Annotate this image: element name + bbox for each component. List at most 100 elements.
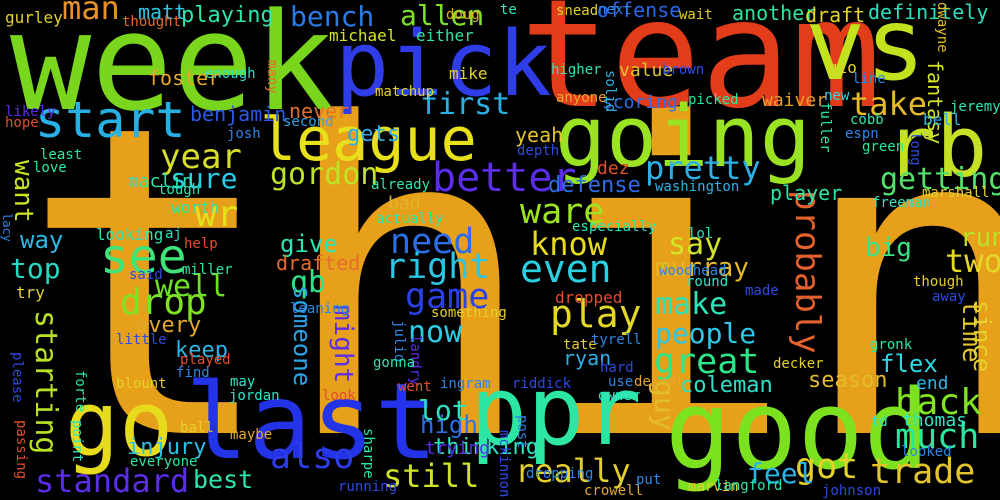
word-hard: hard [600, 360, 634, 376]
word-hope: hope [5, 115, 39, 131]
word-thinking: thinking [433, 435, 539, 460]
word-playing: playing [181, 3, 274, 28]
word-start: start [35, 91, 186, 149]
word-something: something [431, 305, 507, 321]
word-another: another [732, 1, 817, 25]
word-pretty: pretty [645, 149, 761, 187]
word-gurley: gurley [5, 8, 63, 27]
word-depth: depth [517, 143, 560, 159]
word-many: many [264, 60, 280, 94]
word-matt: matt [138, 0, 187, 24]
word-know: know [530, 225, 608, 263]
word-week: week [10, 0, 336, 141]
word-yeah: yeah [515, 123, 564, 147]
word-game: game [405, 277, 490, 317]
word-fantasy: fantasy [923, 60, 947, 145]
word-espn: espn [845, 126, 879, 142]
word-long: long [907, 132, 923, 166]
word-defense: defense [548, 173, 641, 198]
word-make: make [655, 287, 728, 322]
word-post: post [514, 415, 530, 449]
word-love: love [33, 160, 67, 176]
word-point: point [69, 420, 85, 463]
word-run: run [960, 223, 1000, 253]
word-picked: picked [688, 92, 739, 108]
word-went: went [398, 379, 432, 395]
word-murray: murray [655, 253, 749, 283]
word-snead: snead [556, 3, 599, 19]
word-dwayne: dwayne [934, 2, 950, 53]
word-trade: trade [870, 452, 976, 492]
word-little: little [116, 332, 167, 348]
word-play: play [550, 292, 642, 336]
word-everyone: everyone [130, 454, 198, 470]
word-bad: bad [388, 193, 421, 214]
word-now: now [408, 315, 463, 350]
word-jeremy: jeremy [950, 99, 1000, 115]
word-sharpe: sharpe [360, 428, 376, 479]
word-washington: washington [655, 179, 740, 195]
word-decent: decent [634, 374, 685, 390]
word-cobb: cobb [850, 112, 884, 128]
word-gordon: gordon [270, 157, 379, 192]
word-right: right [385, 247, 491, 287]
word-gio: gio [828, 58, 857, 77]
word-best: best [193, 465, 254, 494]
word-though: though [913, 274, 964, 290]
word-jordan: jordan [229, 388, 280, 404]
word-mckinnon: mckinnon [496, 430, 512, 498]
word-starting: starting [28, 310, 63, 455]
word-scoring: scoring [602, 92, 678, 113]
word-away: away [932, 289, 966, 305]
word-getting: getting [880, 162, 1000, 197]
word-line: line [852, 71, 886, 87]
word-dez: dez [597, 158, 630, 179]
word-green: green [862, 139, 905, 155]
word-dropped: dropped [555, 288, 623, 307]
word-td: td [871, 414, 888, 430]
word-rb: rb [885, 98, 988, 197]
word-tyrell: tyrell [591, 332, 642, 348]
word-anyone: anyone [556, 90, 607, 106]
word-leaning: leaning [290, 301, 350, 317]
word-try: try [16, 283, 45, 302]
word-waiver: waiver [762, 90, 828, 111]
word-woodhead: woodhead [659, 263, 727, 279]
word-last: last [185, 361, 438, 483]
word-much: much [895, 417, 980, 457]
word-langford: langford [715, 478, 783, 494]
word-draft: draft [805, 3, 866, 27]
word-big: big [865, 233, 912, 263]
word-played: played [180, 352, 231, 368]
word-foster: foster [148, 66, 221, 90]
word-pick: pick [335, 12, 552, 117]
word-allen: allen [400, 0, 485, 32]
word-definitely: definitely [868, 0, 989, 24]
word-probably: probably [787, 190, 827, 354]
word-actually: actually [376, 211, 444, 227]
word-people: people [655, 317, 757, 350]
word-least: least [40, 147, 83, 163]
word-michael: michael [329, 26, 397, 45]
word-enough: enough [205, 66, 256, 82]
word-two: two [945, 242, 1000, 280]
word-injury: injury [127, 435, 207, 460]
word-either: either [416, 26, 474, 45]
word-second: second [283, 114, 334, 130]
word-next: next [598, 2, 632, 18]
word-value: value [619, 60, 674, 81]
word-freeman: freeman [872, 195, 932, 211]
word-maybe: maybe [230, 427, 273, 443]
word-ppr: ppr [470, 357, 642, 467]
word-take: take [850, 85, 928, 123]
word-well: well [155, 269, 228, 304]
word-coleman: coleman [680, 373, 773, 398]
word-josh: josh [227, 126, 261, 142]
word-new: new [824, 88, 850, 104]
word-decker: decker [773, 356, 824, 372]
word-feel: feel [747, 457, 815, 490]
word-team: team [520, 0, 882, 142]
word-wr: wr [195, 194, 239, 235]
word-back: back [895, 382, 982, 423]
word-may: may [230, 374, 256, 390]
